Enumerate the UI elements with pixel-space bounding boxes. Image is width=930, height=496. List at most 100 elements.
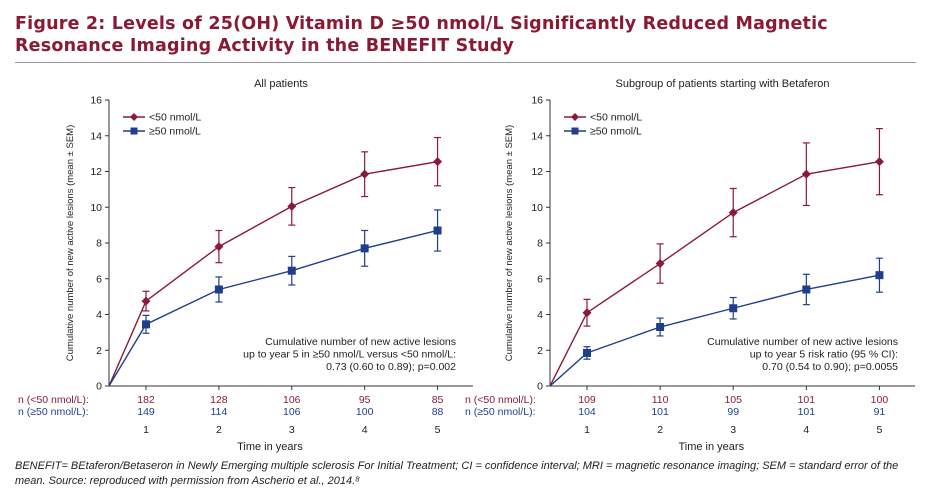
chart-panel-betaferon-subgroup: Subgroup of patients starting with Betaf… (465, 78, 915, 453)
data-point-high (875, 271, 884, 280)
legend-marker-square (571, 127, 579, 135)
y-tick-label: 4 (537, 309, 543, 321)
risk-table-value: 149 (137, 406, 155, 418)
risk-table-label: n (≥50 nmol/L): (18, 406, 89, 418)
risk-table-value: 106 (283, 406, 301, 418)
risk-table-value: 100 (356, 406, 374, 418)
risk-table-value: 104 (578, 406, 596, 418)
x-tick-label: 3 (289, 424, 295, 436)
y-tick-label: 12 (531, 166, 543, 178)
y-tick-label: 14 (531, 130, 543, 142)
data-point-low (433, 157, 443, 167)
data-point-high (433, 226, 442, 235)
legend-label: ≥50 nmol/L (149, 126, 201, 138)
legend-label: <50 nmol/L (149, 112, 201, 124)
data-point-low (874, 157, 884, 167)
legend-label: ≥50 nmol/L (590, 126, 642, 138)
x-tick-label: 1 (143, 424, 149, 436)
data-point-low (287, 201, 297, 211)
y-tick-label: 8 (537, 238, 543, 250)
risk-table-value: 109 (578, 394, 596, 406)
y-tick-label: 6 (96, 273, 102, 285)
figure-title: Figure 2: Levels of 25(OH) Vitamin D ≥50… (15, 14, 828, 56)
legend-marker-square (130, 127, 138, 135)
legend-marker-diamond (130, 113, 138, 121)
panel-title: All patients (254, 78, 308, 90)
risk-table-value: 101 (798, 394, 816, 406)
risk-table-label: n (<50 nmol/L): (18, 394, 89, 406)
risk-table-value: 110 (652, 394, 669, 406)
series-line-high (549, 274, 880, 387)
annotation-text: up to year 5 in ≥50 nmol/L versus <50 nm… (243, 349, 456, 361)
y-tick-label: 4 (96, 309, 102, 321)
y-tick-label: 12 (90, 166, 102, 178)
x-tick-label: 5 (877, 424, 883, 436)
risk-table-value: 106 (283, 394, 301, 406)
annotation-text: up to year 5 risk ratio (95 % CI): (750, 349, 898, 361)
annotation-text: 0.70 (0.54 to 0.90); p=0.0055 (762, 361, 898, 373)
data-point-low (801, 169, 811, 179)
data-point-low (728, 208, 738, 218)
y-tick-label: 2 (537, 345, 543, 357)
risk-table-value: 88 (432, 406, 444, 418)
series-line-low (549, 160, 880, 387)
series-line-low (108, 160, 438, 387)
figure-caption: BENEFIT= BEtaferon/Betaseron in Newly Em… (15, 460, 899, 487)
y-axis-label: Cumulative number of new active lesions … (65, 125, 76, 361)
annotation-text: 0.73 (0.60 to 0.89); p=0.002 (326, 361, 456, 373)
x-tick-label: 4 (803, 424, 809, 436)
y-tick-label: 14 (90, 130, 102, 142)
data-point-high (214, 285, 223, 294)
legend-marker-diamond (571, 113, 579, 121)
risk-table-value: 101 (651, 406, 669, 418)
risk-table-value: 105 (724, 394, 742, 406)
data-point-high (287, 266, 296, 275)
risk-table-value: 182 (137, 394, 155, 406)
risk-table-label: n (<50 nmol/L): (465, 394, 536, 406)
data-point-high (360, 244, 369, 253)
data-point-low (582, 308, 592, 318)
annotation-text: Cumulative number of new active lesions (707, 336, 898, 348)
risk-table-value: 95 (359, 394, 371, 406)
risk-table-value: 99 (727, 406, 739, 418)
legend-label: <50 nmol/L (590, 112, 642, 124)
data-point-high (583, 348, 591, 357)
data-point-high (802, 285, 811, 294)
y-tick-label: 8 (96, 238, 102, 250)
y-tick-label: 2 (96, 345, 102, 357)
risk-table-value: 100 (871, 394, 889, 406)
y-tick-label: 0 (537, 381, 543, 393)
x-tick-label: 5 (435, 424, 441, 436)
data-point-low (655, 259, 665, 269)
x-tick-label: 1 (584, 424, 590, 436)
y-tick-label: 10 (531, 202, 543, 214)
data-point-high (142, 320, 150, 329)
annotation-text: Cumulative number of new active lesions (265, 336, 456, 348)
risk-table-value: 128 (210, 394, 228, 406)
data-point-low (141, 296, 151, 306)
x-tick-label: 2 (657, 424, 663, 436)
panel-title: Subgroup of patients starting with Betaf… (615, 78, 829, 90)
y-axis-label: Cumulative number of new active lesions … (504, 125, 515, 361)
y-tick-label: 16 (531, 95, 543, 107)
x-axis-label: Time in years (678, 441, 744, 453)
risk-table-value: 101 (798, 406, 816, 418)
title-divider (15, 62, 916, 63)
y-tick-label: 10 (90, 202, 102, 214)
x-tick-label: 4 (362, 424, 368, 436)
y-tick-label: 16 (90, 95, 102, 107)
series-line-high (108, 229, 438, 387)
risk-table-label: n (≥50 nmol/L): (465, 406, 536, 418)
x-axis-label: Time in years (237, 441, 303, 453)
x-tick-label: 2 (216, 424, 222, 436)
risk-table-value: 85 (432, 394, 444, 406)
x-tick-label: 3 (730, 424, 736, 436)
risk-table-value: 114 (211, 406, 228, 418)
data-point-high (656, 323, 665, 332)
data-point-high (729, 304, 738, 313)
risk-table-value: 91 (874, 406, 886, 418)
y-tick-label: 6 (537, 273, 543, 285)
y-tick-label: 0 (96, 381, 102, 393)
